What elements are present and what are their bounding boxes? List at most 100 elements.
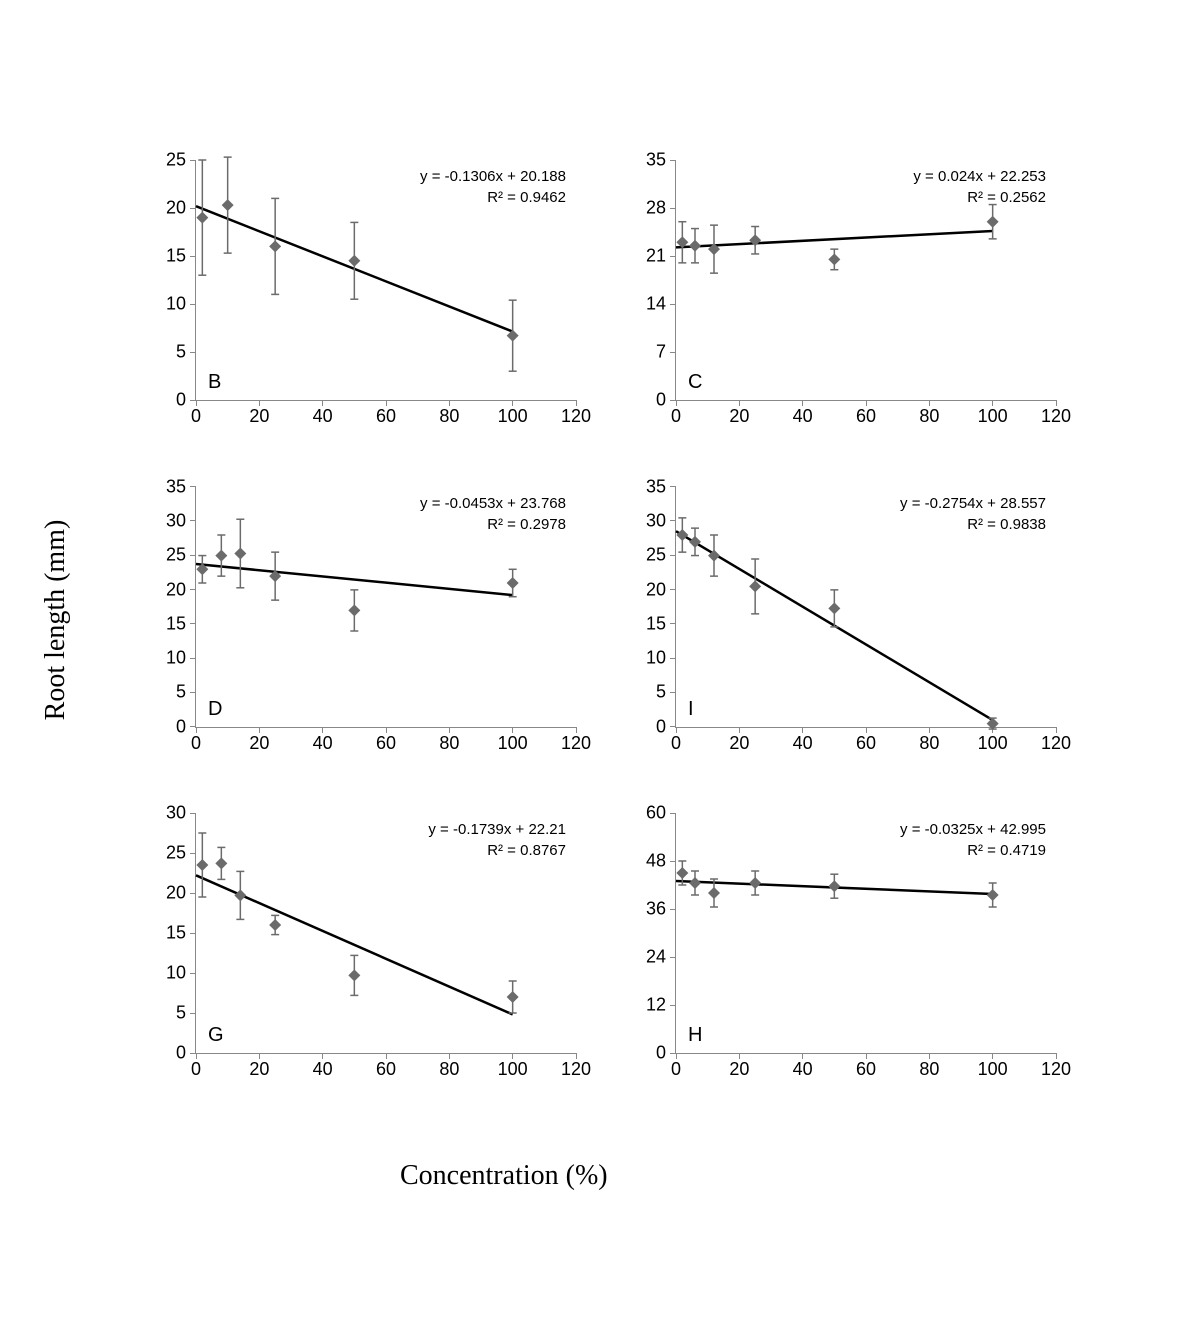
x-tick-label: 100 [978,1059,1008,1080]
x-tick-label: 80 [919,733,939,754]
panel-label: G [208,1024,224,1047]
y-axis-title: Root length (mm) [40,520,72,721]
y-tick-label: 25 [141,150,186,171]
x-tick-label: 40 [313,406,333,427]
x-tick-label: 60 [376,733,396,754]
x-tick-label: 120 [561,1059,591,1080]
y-tick-label: 10 [141,963,186,984]
chart-grid: 0510152025020406080100120y = -0.1306x + … [140,150,1060,1100]
y-tick-label: 10 [141,294,186,315]
y-tick-label: 48 [621,851,666,872]
x-tick-label: 40 [793,1059,813,1080]
x-tick-label: 40 [793,406,813,427]
regression-equation: y = -0.2754x + 28.557R² = 0.9838 [900,493,1046,535]
x-tick-label: 40 [793,733,813,754]
y-tick-label: 25 [141,545,186,566]
x-axis-title: Concentration (%) [400,1160,608,1192]
y-tick-label: 15 [141,246,186,267]
regression-equation: y = -0.0325x + 42.995R² = 0.4719 [900,819,1046,861]
y-tick-label: 15 [141,923,186,944]
y-tick-label: 5 [141,1003,186,1024]
y-tick-label: 5 [621,682,666,703]
y-tick-label: 12 [621,995,666,1016]
panel-label: D [208,698,222,721]
x-tick-label: 20 [729,406,749,427]
y-tick-label: 20 [141,579,186,600]
y-tick-label: 35 [141,476,186,497]
x-tick-label: 120 [561,733,591,754]
y-tick-label: 20 [141,198,186,219]
y-tick-label: 0 [141,390,186,411]
y-tick-label: 0 [141,1043,186,1064]
x-tick-label: 20 [249,733,269,754]
y-tick-label: 0 [621,390,666,411]
y-tick-label: 24 [621,947,666,968]
x-tick-label: 100 [978,733,1008,754]
regression-equation: y = -0.0453x + 23.768R² = 0.2978 [420,493,566,535]
x-tick-label: 100 [498,1059,528,1080]
panel-label: B [208,371,221,394]
chart-panel-C: 0714212835020406080100120y = 0.024x + 22… [620,150,1060,440]
y-tick-label: 35 [621,150,666,171]
y-tick-label: 35 [621,476,666,497]
x-tick-label: 0 [191,406,201,427]
x-tick-label: 40 [313,1059,333,1080]
regression-equation: y = -0.1306x + 20.188R² = 0.9462 [420,166,566,208]
x-tick-label: 100 [498,406,528,427]
x-tick-label: 80 [919,1059,939,1080]
regression-equation: y = 0.024x + 22.253R² = 0.2562 [913,166,1046,208]
y-tick-label: 5 [141,342,186,363]
y-tick-label: 28 [621,198,666,219]
x-tick-label: 20 [729,733,749,754]
x-tick-label: 100 [498,733,528,754]
y-tick-label: 36 [621,899,666,920]
x-tick-label: 120 [1041,1059,1071,1080]
panel-label: H [688,1024,702,1047]
x-tick-label: 100 [978,406,1008,427]
x-tick-label: 60 [376,1059,396,1080]
x-tick-label: 20 [249,406,269,427]
x-tick-label: 0 [671,733,681,754]
x-tick-label: 80 [439,1059,459,1080]
x-tick-label: 0 [671,406,681,427]
x-tick-label: 80 [919,406,939,427]
x-tick-label: 20 [249,1059,269,1080]
y-tick-label: 14 [621,294,666,315]
y-tick-label: 10 [141,648,186,669]
y-tick-label: 30 [141,803,186,824]
y-tick-label: 21 [621,246,666,267]
x-tick-label: 120 [1041,733,1071,754]
regression-equation: y = -0.1739x + 22.21R² = 0.8767 [428,819,566,861]
x-tick-label: 20 [729,1059,749,1080]
chart-panel-B: 0510152025020406080100120y = -0.1306x + … [140,150,580,440]
y-tick-label: 10 [621,648,666,669]
chart-panel-G: 051015202530020406080100120y = -0.1739x … [140,803,580,1093]
y-tick-label: 7 [621,342,666,363]
page: Root length (mm) Concentration (%) 0 5 10 1… [0,0,1190,1326]
y-tick-label: 15 [141,613,186,634]
x-tick-label: 0 [191,1059,201,1080]
y-tick-label: 60 [621,803,666,824]
x-tick-label: 0 [191,733,201,754]
panel-label: C [688,371,702,394]
y-tick-label: 15 [621,613,666,634]
x-tick-label: 60 [856,406,876,427]
panel-label: I [688,698,694,721]
chart-panel-D: 05101520253035020406080100120y = -0.0453… [140,477,580,767]
y-tick-label: 30 [141,510,186,531]
chart-panel-I: 05101520253035020406080100120y = -0.2754… [620,477,1060,767]
x-tick-label: 40 [313,733,333,754]
y-tick-label: 0 [141,716,186,737]
y-tick-label: 25 [621,545,666,566]
y-tick-label: 0 [621,716,666,737]
x-tick-label: 120 [561,406,591,427]
y-tick-label: 30 [621,510,666,531]
y-tick-label: 20 [141,883,186,904]
chart-panel-H: 01224364860020406080100120y = -0.0325x +… [620,803,1060,1093]
x-tick-label: 80 [439,733,459,754]
y-tick-label: 20 [621,579,666,600]
x-tick-label: 120 [1041,406,1071,427]
x-tick-label: 60 [856,1059,876,1080]
y-tick-label: 0 [621,1043,666,1064]
x-tick-label: 80 [439,406,459,427]
